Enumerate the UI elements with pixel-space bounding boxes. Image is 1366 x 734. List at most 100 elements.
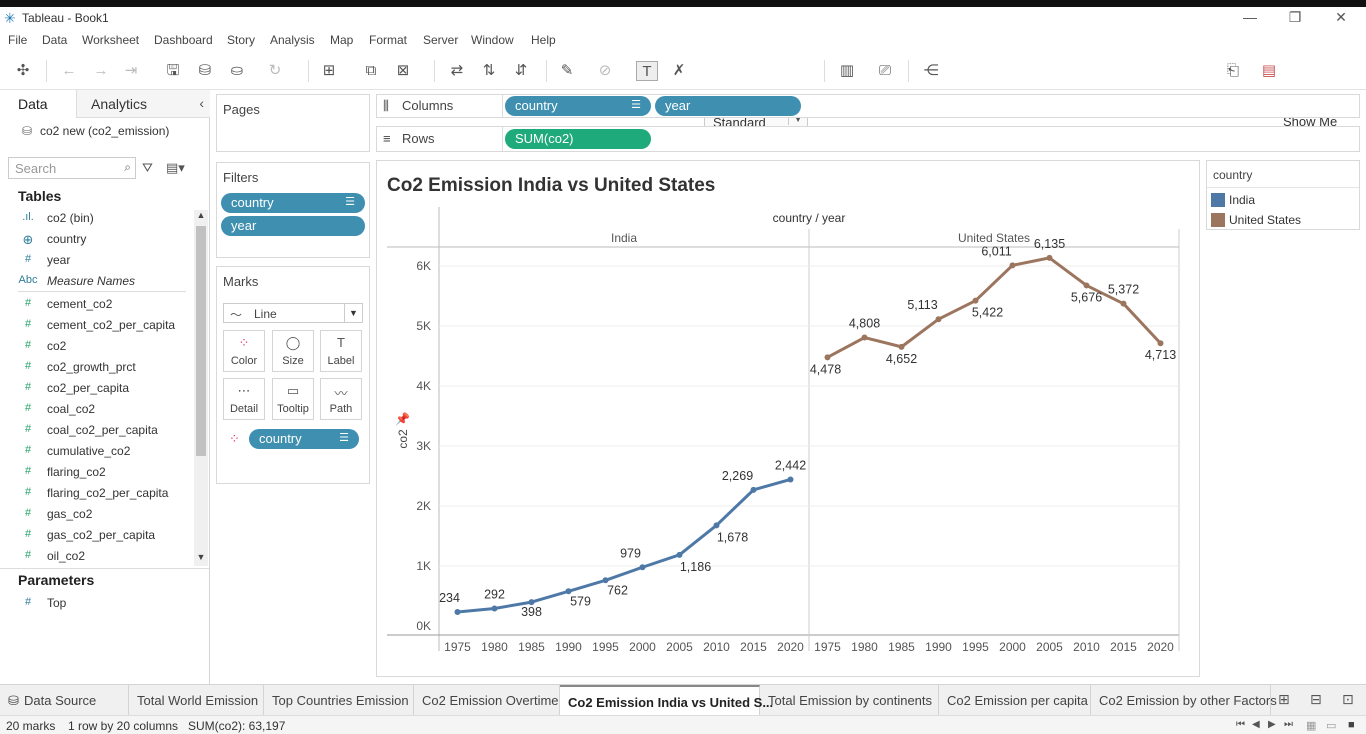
field-item[interactable]: # cumulative_co2	[18, 441, 188, 462]
tab-co2-emission-per-capita[interactable]: Co2 Emission per capita	[939, 685, 1091, 716]
menu-map[interactable]: Map	[330, 33, 354, 47]
field-item[interactable]: # co2_growth_prct	[18, 357, 188, 378]
replay-icon[interactable]: ⇥	[124, 62, 138, 79]
tab-top-countries-emission[interactable]: Top Countries Emission	[264, 685, 414, 716]
menu-story[interactable]: Story	[227, 33, 256, 47]
marks-color-button[interactable]: ⁘ Color	[223, 330, 265, 372]
field-item[interactable]: # coal_co2_per_capita	[18, 420, 188, 441]
filters-card[interactable]: Filters country ☰ year	[216, 162, 370, 258]
tab-co2-emission-overtime[interactable]: Co2 Emission Overtime	[414, 685, 560, 716]
tab-data[interactable]: Data	[0, 90, 76, 118]
new-worksheet-icon[interactable]: ⊞	[322, 62, 336, 79]
legend-label-india[interactable]: India	[1229, 193, 1256, 207]
row-pill-sum-co2[interactable]: SUM(co2)	[505, 129, 651, 149]
tab-co2-emission-india-vs-us[interactable]: Co2 Emission India vs United S...	[560, 685, 773, 716]
redo-icon[interactable]: →	[93, 62, 109, 79]
tab-data-source[interactable]: ⛁ Data Source	[0, 685, 129, 716]
filmstrip-view-icon[interactable]: ▭	[1326, 720, 1337, 732]
menu-window[interactable]: Window	[471, 33, 514, 47]
legend-swatch-india[interactable]	[1211, 193, 1225, 207]
view-options-icon[interactable]: ▤▾	[166, 160, 185, 175]
parameter-item-top[interactable]: # Top	[18, 593, 188, 614]
field-item[interactable]: # oil_co2	[18, 546, 188, 567]
new-worksheet-icon[interactable]: ⊞	[1278, 691, 1290, 707]
sort-descending-icon[interactable]: ⇵	[514, 62, 528, 79]
group-members-icon[interactable]: ⊘	[598, 62, 612, 79]
menu-dashboard[interactable]: Dashboard	[154, 33, 213, 47]
columns-shelf[interactable]: ⫼ Columns country ☰ year	[376, 94, 1360, 118]
menu-data[interactable]: Data	[42, 33, 68, 47]
duplicate-sheet-icon[interactable]: ⧉	[365, 62, 377, 79]
tableau-home-icon[interactable]: ✣	[16, 62, 30, 79]
marks-size-button[interactable]: ◯ Size	[272, 330, 314, 372]
field-item[interactable]: # year	[18, 250, 188, 271]
save-icon[interactable]: 🖫	[166, 62, 180, 79]
field-item[interactable]: # gas_co2_per_capita	[18, 525, 188, 546]
datasource-item[interactable]: ⛁ co2 new (co2_emission)	[22, 124, 192, 142]
first-page-icon[interactable]: ⏮	[1236, 719, 1245, 730]
presentation-mode-icon[interactable]: ⎚	[878, 62, 891, 79]
filter-fields-icon[interactable]: ⛛	[142, 160, 153, 175]
mark-type-select[interactable]: 〜 Line ▼	[223, 303, 363, 323]
legend-label-united-states[interactable]: United States	[1229, 213, 1302, 227]
menu-format[interactable]: Format	[369, 33, 408, 47]
menu-help[interactable]: Help	[531, 33, 556, 47]
column-pill-country[interactable]: country ☰	[505, 96, 651, 116]
minimize-icon[interactable]: —	[1243, 9, 1257, 25]
marks-label-button[interactable]: T Label	[320, 330, 362, 372]
paint-format-icon[interactable]: ⎗	[1226, 62, 1239, 79]
refresh-icon[interactable]: ↻	[268, 62, 282, 79]
marks-color-pill-country[interactable]: country ☰	[249, 429, 359, 449]
close-icon[interactable]: ✕	[1335, 9, 1347, 25]
fields-scrollbar[interactable]: ▲ ▼	[194, 210, 208, 566]
field-item[interactable]: # gas_co2	[18, 504, 188, 525]
menu-worksheet[interactable]: Worksheet	[82, 33, 140, 47]
collapse-pane-icon[interactable]: ‹	[199, 95, 204, 111]
new-dashboard-icon[interactable]: ⊟	[1310, 691, 1322, 707]
tab-co2-emission-by-other-factors[interactable]: Co2 Emission by other Factors	[1091, 685, 1277, 716]
share-icon[interactable]: ⋲	[923, 62, 939, 79]
field-item[interactable]: # flaring_co2_per_capita	[18, 483, 188, 504]
field-item[interactable]: # flaring_co2	[18, 462, 188, 483]
pages-card[interactable]: Pages	[216, 94, 370, 152]
marks-path-button[interactable]: 〰 Path	[320, 378, 362, 420]
marks-tooltip-button[interactable]: ▭ Tooltip	[272, 378, 314, 420]
pause-updates-icon[interactable]: ⛀	[230, 62, 244, 79]
filter-pill-country[interactable]: country ☰	[221, 193, 365, 213]
menu-server[interactable]: Server	[423, 33, 459, 47]
rows-shelf[interactable]: ≡ Rows SUM(co2)	[376, 126, 1360, 152]
sort-ascending-icon[interactable]: ⇅	[482, 62, 496, 79]
marks-detail-button[interactable]: ⋯ Detail	[223, 378, 265, 420]
tab-total-emission-by-continents[interactable]: Total Emission by continents	[760, 685, 939, 716]
fix-axes-icon[interactable]: ✗	[672, 62, 686, 79]
undo-icon[interactable]: ←	[61, 62, 77, 79]
column-pill-year[interactable]: year	[655, 96, 801, 116]
show-cards-icon[interactable]: ▥	[839, 62, 855, 79]
grid-view-icon[interactable]: ▦	[1306, 720, 1317, 732]
prev-page-icon[interactable]: ◀	[1252, 719, 1260, 730]
menu-analysis[interactable]: Analysis	[270, 33, 315, 47]
field-item[interactable]: Abc Measure Names	[18, 271, 188, 292]
last-page-icon[interactable]: ⏭	[1284, 719, 1293, 730]
highlight-icon[interactable]: ✎	[560, 62, 574, 79]
clear-sheet-icon[interactable]: ⊠	[396, 62, 410, 79]
show-mark-labels-icon[interactable]: T	[636, 61, 658, 81]
field-item[interactable]: # coal_co2	[18, 399, 188, 420]
next-page-icon[interactable]: ▶	[1268, 719, 1276, 730]
restore-icon[interactable]: ❐	[1288, 9, 1302, 25]
search-input[interactable]: Search ⌕	[8, 157, 136, 179]
field-item[interactable]: ⊕ country	[18, 229, 188, 250]
swap-rows-columns-icon[interactable]: ⇄	[450, 62, 464, 79]
scroll-down-icon[interactable]: ▼	[196, 552, 206, 562]
tab-analytics[interactable]: Analytics ‹	[76, 90, 210, 118]
field-item[interactable]: # co2_per_capita	[18, 378, 188, 399]
new-story-icon[interactable]: ⊡	[1342, 691, 1354, 707]
tab-total-world-emission[interactable]: Total World Emission	[129, 685, 264, 716]
field-item[interactable]: # cement_co2_per_capita	[18, 315, 188, 336]
field-item[interactable]: # cement_co2	[18, 294, 188, 315]
filter-pill-year[interactable]: year	[221, 216, 365, 236]
field-item[interactable]: .ıl. co2 (bin)	[18, 208, 188, 229]
new-datasource-icon[interactable]: ⛁	[198, 62, 212, 79]
field-item[interactable]: # co2	[18, 336, 188, 357]
scroll-up-icon[interactable]: ▲	[196, 210, 206, 220]
